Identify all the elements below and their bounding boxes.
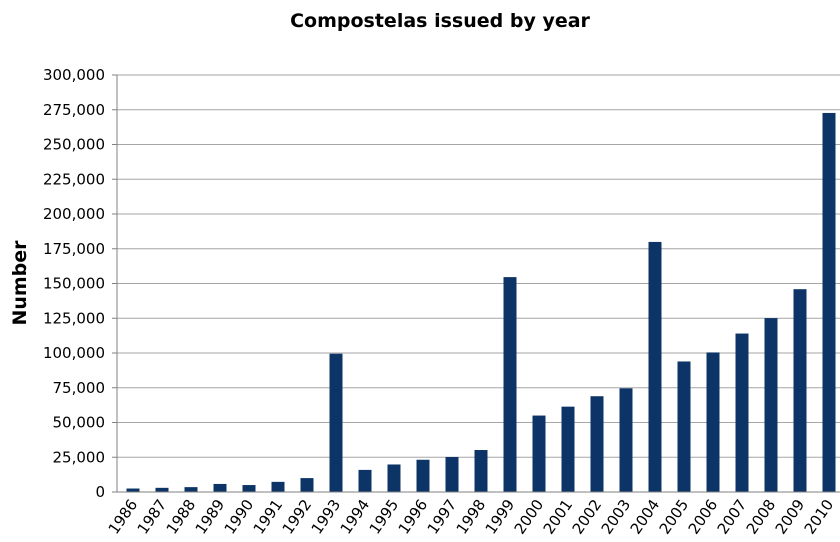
gridlines — [117, 74, 840, 458]
bar — [735, 333, 749, 492]
bar — [416, 459, 430, 492]
bar — [300, 478, 314, 492]
x-tick-label: 2000 — [511, 496, 548, 538]
bar — [184, 487, 198, 492]
x-tick-label: 1987 — [134, 496, 171, 538]
y-axis-title: Number — [9, 240, 31, 326]
y-tick-label: 225,000 — [43, 170, 105, 188]
y-tick-label: 275,000 — [43, 101, 105, 119]
chart-title: Compostelas issued by year — [290, 10, 590, 32]
bar — [358, 469, 372, 492]
x-tick-label: 1988 — [163, 496, 200, 538]
x-tick-label: 1992 — [279, 496, 316, 538]
x-tick-label: 1991 — [250, 496, 287, 538]
y-tick-label: 200,000 — [43, 205, 105, 223]
x-tick-label: 1995 — [366, 496, 403, 538]
bar — [474, 450, 488, 492]
x-tick-label: 1990 — [221, 496, 258, 538]
bar — [619, 388, 633, 492]
bar — [213, 483, 227, 492]
bars — [126, 112, 836, 493]
bar — [764, 318, 778, 492]
x-tick-label: 1994 — [337, 496, 374, 538]
x-tick-label: 2009 — [772, 496, 809, 538]
x-tick-label: 1999 — [482, 496, 519, 538]
bar — [242, 485, 256, 492]
x-tick-label: 1989 — [192, 496, 229, 538]
y-tick-label: 100,000 — [43, 344, 105, 362]
x-tick-label: 2001 — [540, 496, 577, 538]
x-tick-label: 2002 — [569, 496, 606, 538]
y-tick-label: 0 — [95, 483, 105, 501]
bar — [706, 352, 720, 492]
bar — [793, 289, 807, 492]
y-tick-label: 75,000 — [53, 379, 106, 397]
x-tick-label: 2008 — [743, 496, 780, 538]
bar — [155, 487, 169, 492]
y-tick-label: 150,000 — [43, 275, 105, 293]
bar — [126, 488, 140, 492]
x-tick-labels: 1986198719881989199019911992199319941995… — [105, 496, 838, 538]
y-tick-label: 175,000 — [43, 240, 105, 258]
x-tick-label: 1998 — [453, 496, 490, 538]
bar — [822, 112, 836, 493]
x-tick-label: 1993 — [308, 496, 345, 538]
x-tick-label: 2007 — [714, 496, 751, 538]
y-tick-label: 250,000 — [43, 136, 105, 154]
x-tick-label: 2004 — [627, 496, 664, 538]
y-tick-label: 25,000 — [53, 448, 106, 466]
y-tick-labels: 0 25,000 50,000 75,000 100,000 125,000 150,000… — [43, 66, 117, 501]
y-tick-label: 50,000 — [53, 414, 106, 432]
x-tick-label: 2005 — [656, 496, 693, 538]
bar — [677, 361, 691, 492]
bar — [503, 277, 517, 492]
x-tick-label: 1997 — [424, 496, 461, 538]
bar — [590, 396, 604, 492]
x-tick-label: 2003 — [598, 496, 635, 538]
bar — [445, 456, 459, 492]
bar — [271, 481, 285, 492]
bar — [329, 353, 343, 492]
x-tick-label: 1986 — [105, 496, 142, 538]
y-tick-label: 300,000 — [43, 66, 105, 84]
bar — [532, 415, 546, 492]
x-tick-label: 2006 — [685, 496, 722, 538]
bar — [648, 241, 662, 492]
x-tick-label: 2010 — [801, 496, 838, 538]
bar — [387, 464, 401, 492]
x-tick-label: 1996 — [395, 496, 432, 538]
bar — [561, 406, 575, 492]
y-tick-label: 125,000 — [43, 309, 105, 327]
